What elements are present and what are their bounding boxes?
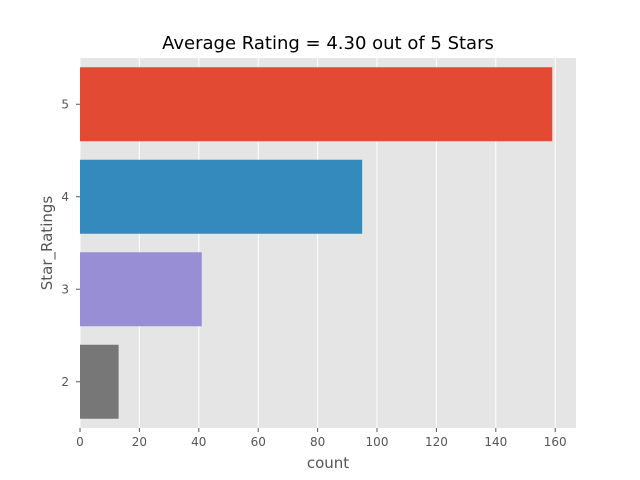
bars xyxy=(80,67,553,419)
bar-4 xyxy=(80,159,363,234)
y-tick-label: 4 xyxy=(61,190,69,204)
y-tick-label: 2 xyxy=(61,375,69,389)
x-tick-label: 120 xyxy=(425,435,448,449)
y-tick-label: 5 xyxy=(61,97,69,111)
x-tick-label: 20 xyxy=(132,435,147,449)
bar-2 xyxy=(80,344,119,419)
y-axis-label: Star_Ratings xyxy=(38,196,57,291)
x-tick-label: 100 xyxy=(366,435,389,449)
x-tick-label: 60 xyxy=(251,435,266,449)
x-tick-label: 80 xyxy=(310,435,325,449)
axis-ticks: 0 20 40 60 80 100 120 140 160 5 4 3 2 xyxy=(61,97,566,449)
chart-title: Average Rating = 4.30 out of 5 Stars xyxy=(162,33,494,54)
x-axis-label: count xyxy=(307,454,349,472)
x-tick-label: 140 xyxy=(484,435,507,449)
y-tick-label: 3 xyxy=(61,282,69,296)
x-tick-label: 0 xyxy=(76,435,84,449)
bar-3 xyxy=(80,252,202,327)
x-tick-label: 160 xyxy=(544,435,567,449)
bar-5 xyxy=(80,67,553,142)
x-tick-label: 40 xyxy=(191,435,206,449)
